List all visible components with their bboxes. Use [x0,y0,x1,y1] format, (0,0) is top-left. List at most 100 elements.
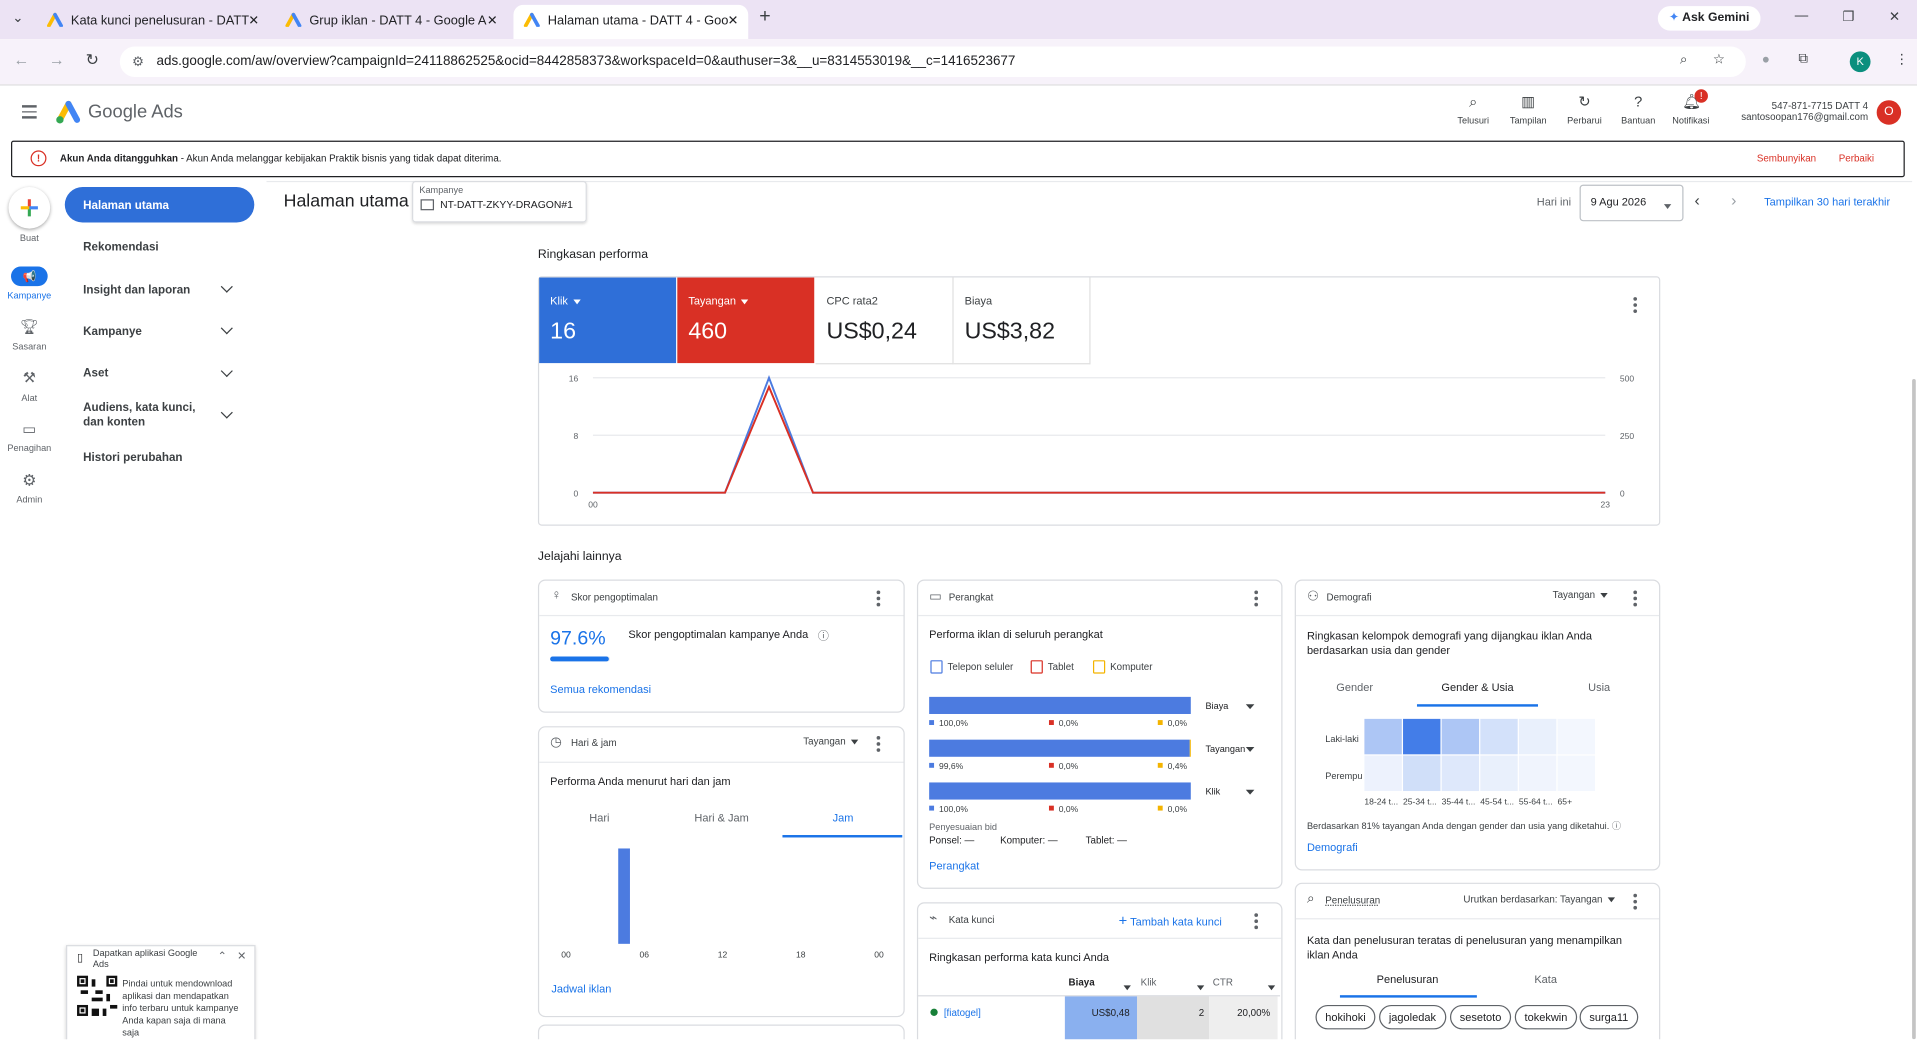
close-window[interactable]: ✕ [1888,9,1901,25]
minimize[interactable]: — [1794,8,1809,24]
metric-tile[interactable]: Klik 16 [539,277,677,364]
search-chip[interactable]: hokihoki [1315,1004,1376,1030]
sort[interactable] [1119,977,1131,999]
search-chip[interactable]: surga11 [1579,1004,1639,1030]
rail-label[interactable]: Sasaran [12,341,47,353]
more-menu[interactable] [876,735,881,754]
nav-item[interactable]: Kampanye [83,325,142,339]
tab[interactable]: Kata kunci penelusuran - DATT ✕ [37,5,269,39]
tool-label[interactable]: Perbarui [1567,114,1602,126]
omnibox[interactable] [119,46,1746,78]
search-chip[interactable]: sesetoto [1449,1004,1512,1030]
tab-close[interactable]: ✕ [486,13,498,29]
column-header[interactable]: CTR [1212,976,1233,988]
browser-menu[interactable]: ⋮ [1894,52,1909,68]
tab-close[interactable]: ✕ [727,13,739,29]
search-chip[interactable]: tokekwin [1514,1004,1578,1030]
tab-active[interactable]: Halaman utama - DATT 4 - Goo ✕ [513,4,749,40]
zoom[interactable]: ⌕ [1679,52,1688,68]
campaign-picker[interactable] [412,180,587,223]
search-chip[interactable]: jagoledak [1379,1004,1446,1030]
prev-period[interactable]: ‹ [1694,190,1700,210]
sort-select[interactable]: Urutkan berdasarkan: Tayangan [1463,894,1615,905]
tab-active[interactable]: Penelusuran [1376,973,1439,986]
rail-label[interactable]: Penagihan [7,442,52,454]
nav-expand[interactable] [220,322,233,335]
tool-label[interactable]: Bantuan [1621,114,1656,126]
tab-close[interactable]: ✕ [248,13,260,29]
extensions[interactable]: ⧉ [1798,51,1809,67]
rail-label[interactable]: Admin [16,493,43,505]
range-link[interactable]: Tampilkan 30 hari terakhir [1764,195,1891,208]
nav-item[interactable]: Insight dan laporan [83,283,191,298]
card-link[interactable]: Jadwal iklan [551,982,612,996]
date-picker[interactable] [1579,184,1684,222]
more-menu[interactable] [1254,590,1259,609]
rail-icon[interactable]: 📢 [11,266,48,287]
more-menu[interactable] [1633,297,1638,315]
category-label[interactable]: Tayangan [1205,744,1245,754]
ask-gemini[interactable]: ✦ Ask Gemini [1657,6,1761,31]
help-icon[interactable]: ⓘ [817,629,829,642]
keyword[interactable]: [fiatogel] [943,1007,981,1019]
forward[interactable]: → [48,50,65,69]
tool-label[interactable]: Notifikasi [1672,114,1710,126]
metric-tile[interactable]: CPC rata2 US$0,24 [815,277,954,365]
tool-label[interactable]: Telusuri [1457,114,1490,126]
tab[interactable]: Usia [1588,680,1611,694]
rail-icon[interactable]: 🏆︎ [20,317,39,335]
tab[interactable]: Hari [589,811,610,825]
metric-tile[interactable]: Tayangan 460 [677,277,815,364]
tab[interactable]: Gender [1336,680,1373,694]
column-header[interactable]: Klik [1140,976,1157,988]
site-info[interactable]: ⚙ [132,55,145,70]
extension[interactable]: ● [1761,52,1770,68]
tab[interactable]: Grup iklan - DATT 4 - Google A ✕ [275,5,507,39]
add-keyword[interactable]: + Tambah kata kunci [1118,912,1222,930]
nav-item[interactable]: Halaman utama [83,199,170,213]
nav-item[interactable]: Histori perubahan [83,451,183,465]
bookmark[interactable]: ☆ [1712,52,1725,68]
category-label[interactable]: Klik [1205,787,1220,797]
scrollbar[interactable] [1912,378,1916,1040]
nav-active[interactable] [64,187,255,223]
metric-select[interactable]: Tayangan [1553,589,1608,600]
sort[interactable] [1263,977,1276,999]
tab-active[interactable]: Gender & Usia [1441,680,1514,694]
metric-tile[interactable]: Biaya US$3,82 [953,277,1091,365]
card-link[interactable]: Perangkat [929,859,980,872]
new-tab[interactable]: + [759,6,771,27]
nav-item[interactable]: Rekomendasi [83,240,159,255]
restore[interactable]: ❐ [1842,9,1855,25]
collapse[interactable]: ⌃ [217,949,227,963]
rail-icon[interactable]: ⚒ [22,369,36,387]
card-link[interactable]: Demografi [1306,841,1358,854]
nav-expand[interactable] [220,280,233,293]
more-menu[interactable] [1254,913,1259,931]
profile[interactable]: K [1849,51,1871,73]
card-link[interactable]: Semua rekomendasi [550,683,652,696]
category-label[interactable]: Biaya [1205,701,1229,711]
next-period[interactable]: › [1731,190,1737,210]
rail-icon[interactable]: ▭ [22,420,37,438]
rail-icon[interactable]: ⚙ [22,470,37,490]
rail-label[interactable]: Buat [19,232,39,244]
account[interactable]: 547-871-7715 DATT 4 santosoopan176@gmail.… [1741,100,1868,122]
sort[interactable] [1192,977,1205,999]
close[interactable]: ✕ [237,949,247,963]
hamburger[interactable] [22,105,37,118]
more-menu[interactable] [1633,893,1638,912]
back[interactable]: ← [13,50,30,69]
column-header[interactable]: Biaya [1068,976,1095,988]
create-button[interactable] [8,187,51,229]
nav-expand[interactable] [220,406,233,419]
more-menu[interactable] [876,590,881,609]
alert-action[interactable]: Perbaiki [1838,152,1875,164]
more-menu[interactable] [1633,590,1638,609]
alert-action[interactable]: Sembunyikan [1756,152,1817,164]
nav-expand[interactable] [220,365,233,378]
reload[interactable]: ↻ [85,50,99,69]
rail-label[interactable]: Alat [21,392,38,404]
tool-label[interactable]: Tampilan [1509,114,1547,126]
nav-item[interactable]: Aset [83,366,109,381]
